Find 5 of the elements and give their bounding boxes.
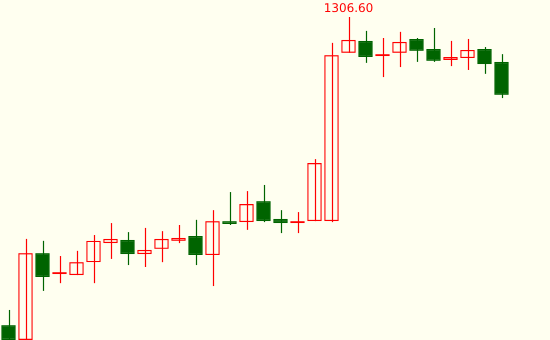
candlestick [222,191,237,226]
candlestick [273,210,288,234]
candlestick [256,184,271,223]
candlestick [35,240,50,292]
annotation: 1306.60 [324,1,374,16]
